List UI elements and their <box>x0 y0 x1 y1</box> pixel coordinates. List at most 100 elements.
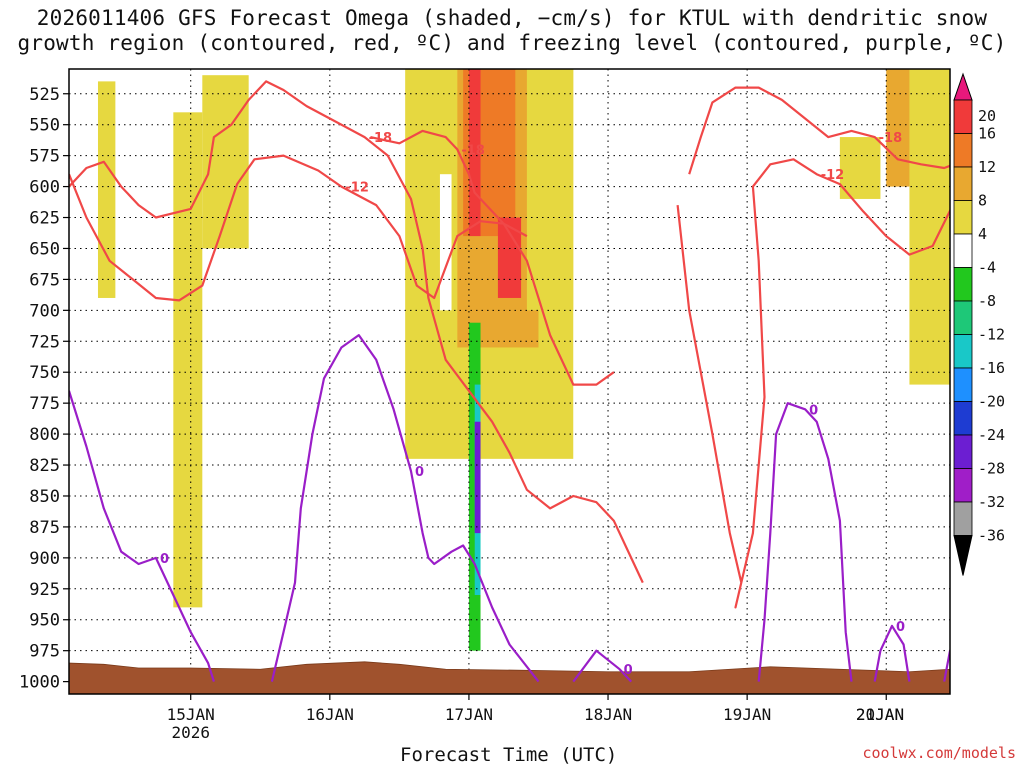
colorbar-swatch-1 <box>953 99 973 134</box>
ascent-11 <box>909 69 950 385</box>
dgz-minus18-left <box>69 80 644 584</box>
colorbar-label-9: -20 <box>978 393 1005 411</box>
chart-title-line-2: growth region (contoured, red, ºC) and f… <box>17 31 1007 55</box>
x-tick-label-21JAN: 21JAN <box>856 705 904 724</box>
colorbar-label-13: -36 <box>978 527 1005 545</box>
ascent-8 <box>526 69 574 311</box>
y-tick-label-575: 575 <box>29 147 60 167</box>
y-tick-label-800: 800 <box>29 425 60 445</box>
colorbar-label-0: 20 <box>978 107 996 125</box>
freezing-level-3-label: 0 <box>624 663 633 678</box>
descent-4 <box>474 421 481 534</box>
descent-7 <box>752 483 765 608</box>
descent-0 <box>341 69 365 150</box>
dgz-minus18-right <box>688 86 950 175</box>
descent-5 <box>353 471 371 620</box>
y-tick-label-1000: 1000 <box>19 673 60 693</box>
colorbar-label-10: -24 <box>978 426 1005 444</box>
ascent-0 <box>97 81 116 298</box>
freezing-level-2 <box>270 334 540 683</box>
freezing-level-1-label: 0 <box>160 552 169 567</box>
colorbar-swatch-5 <box>953 233 973 268</box>
y-tick-label-775: 775 <box>29 394 60 414</box>
colorbar-swatch-10 <box>953 401 973 436</box>
terrain-surface <box>68 661 951 695</box>
y-tick-label-625: 625 <box>29 209 60 229</box>
plot-frame <box>68 68 951 695</box>
freezing-level-3 <box>572 649 633 683</box>
x-tick-label-15JAN: 15JAN <box>167 705 215 724</box>
dgz-minus12-right <box>676 158 950 609</box>
descent-9 <box>805 211 835 323</box>
descent-10 <box>938 465 950 552</box>
colorbar-label-11: -28 <box>978 460 1005 478</box>
freezing-level-5 <box>873 624 911 682</box>
colorbar-swatch-13 <box>953 501 973 536</box>
y-tick-label-600: 600 <box>29 178 60 198</box>
descent-1 <box>439 174 452 311</box>
colorbar-swatch-7 <box>953 300 973 335</box>
colorbar-label-2: 12 <box>978 158 996 176</box>
colorbar-label-12: -32 <box>978 493 1005 511</box>
colorbar-bottom-arrow <box>953 535 973 576</box>
colorbar-swatch-8 <box>953 334 973 369</box>
y-tick-label-525: 525 <box>29 85 60 105</box>
colorbar-label-6: -8 <box>978 292 996 310</box>
y-tick-label-900: 900 <box>29 549 60 569</box>
dgz-minus18-right-label: -18 <box>879 131 903 146</box>
x-tick-label-18JAN: 18JAN <box>584 705 632 724</box>
colorbar-label-7: -12 <box>978 326 1005 344</box>
dgz-minus18-mid-label: -18 <box>461 143 485 158</box>
y-tick-label-850: 850 <box>29 487 60 507</box>
dgz-minus12-right-label: -12 <box>821 168 845 183</box>
y-tick-label-950: 950 <box>29 611 60 631</box>
colorbar-swatch-3 <box>953 166 973 201</box>
y-axis: 525 550 575 600 625 650 675 700 725 750 775 800 825 8… <box>19 85 69 693</box>
x-tick-label-17JAN: 17JAN <box>445 705 493 724</box>
y-tick-label-550: 550 <box>29 116 60 136</box>
x-tick-label-16JAN: 16JAN <box>306 705 354 724</box>
colorbar-swatch-6 <box>953 267 973 302</box>
colorbar-swatch-4 <box>953 200 973 235</box>
omega-shading-layer <box>97 69 950 651</box>
colorbar-label-4: 4 <box>978 225 987 243</box>
dgz-minus18-mid <box>370 129 528 238</box>
y-tick-label-675: 675 <box>29 270 60 290</box>
descent-6 <box>619 421 626 595</box>
y-tick-label-975: 975 <box>29 642 60 662</box>
x-tick-sublabel-15JAN: 2026 <box>171 723 210 742</box>
y-tick-label-875: 875 <box>29 518 60 538</box>
colorbar-top-arrow <box>953 72 973 101</box>
dgz-minus12-left <box>69 154 615 386</box>
ascent-9 <box>839 137 881 199</box>
colorbar-swatch-11 <box>953 434 973 469</box>
freezing-level-4-label: 0 <box>809 403 818 418</box>
descent-8 <box>781 174 806 249</box>
ascent-6 <box>468 69 481 237</box>
colorbar-label-1: 16 <box>978 125 996 143</box>
x-tick-label-19JAN: 19JAN <box>723 705 771 724</box>
y-tick-label-725: 725 <box>29 332 60 352</box>
ascent-1 <box>173 112 203 608</box>
colorbar-label-5: -4 <box>978 259 996 277</box>
colorbar-label-8: -16 <box>978 359 1005 377</box>
y-tick-label-925: 925 <box>29 580 60 600</box>
freezing-level-1 <box>69 390 215 682</box>
freezing-level-5-label: 0 <box>896 620 905 635</box>
dgz-minus12-left-label: -12 <box>345 181 369 196</box>
colorbar-label-3: 8 <box>978 192 987 210</box>
grid-layer <box>69 69 950 694</box>
freezing-level-4 <box>757 402 853 682</box>
ascent-7 <box>497 217 522 298</box>
y-tick-label-650: 650 <box>29 239 60 259</box>
colorbar-swatch-2 <box>953 133 973 168</box>
credit-text: coolwx.com/models <box>862 744 1016 762</box>
y-tick-label-750: 750 <box>29 363 60 383</box>
terrain-layer <box>68 661 951 695</box>
x-axis-title: Forecast Time (UTC) <box>400 744 618 766</box>
